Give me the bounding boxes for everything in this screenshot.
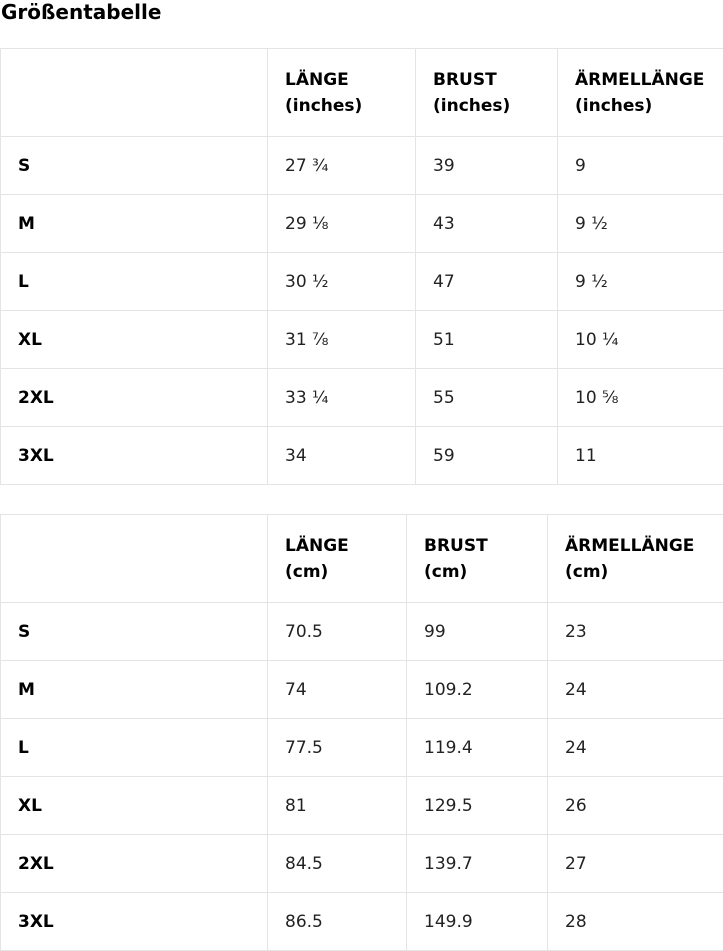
size-label: 3XL [1, 893, 268, 951]
table-row: L 30 ½ 47 9 ½ [1, 253, 723, 311]
size-value: 10 ¼ [558, 311, 723, 369]
column-header-laenge-cm: LÄNGE (cm) [268, 515, 407, 603]
table-row: 3XL 34 59 11 [1, 427, 723, 485]
size-label: XL [1, 777, 268, 835]
column-header-laenge-inches: LÄNGE (inches) [268, 49, 416, 137]
corner-cell [1, 49, 268, 137]
size-label: S [1, 603, 268, 661]
size-label: M [1, 661, 268, 719]
table-row: M 29 ⅛ 43 9 ½ [1, 195, 723, 253]
size-value: 10 ⅝ [558, 369, 723, 427]
size-value: 43 [416, 195, 558, 253]
column-header-unit: (inches) [285, 93, 403, 119]
size-value: 149.9 [407, 893, 548, 951]
table-row: M 74 109.2 24 [1, 661, 723, 719]
page-title: Größentabelle [1, 0, 723, 25]
size-value: 84.5 [268, 835, 407, 893]
column-header-unit: (inches) [575, 93, 723, 119]
size-value: 39 [416, 137, 558, 195]
table-row: S 27 ¾ 39 9 [1, 137, 723, 195]
size-table-inches: LÄNGE (inches) BRUST (inches) ÄRMELLÄNGE… [0, 48, 723, 485]
column-header-brust-cm: BRUST (cm) [407, 515, 548, 603]
size-value: 31 ⅞ [268, 311, 416, 369]
table-row: XL 31 ⅞ 51 10 ¼ [1, 311, 723, 369]
column-header-brust-inches: BRUST (inches) [416, 49, 558, 137]
size-label: 3XL [1, 427, 268, 485]
column-header-aermellaenge-inches: ÄRMELLÄNGE (inches) [558, 49, 723, 137]
column-header-label: ÄRMELLÄNGE [565, 533, 723, 559]
size-label: 2XL [1, 835, 268, 893]
size-label: S [1, 137, 268, 195]
size-value: 9 [558, 137, 723, 195]
size-value: 109.2 [407, 661, 548, 719]
table-row: 2XL 33 ¼ 55 10 ⅝ [1, 369, 723, 427]
column-header-label: LÄNGE [285, 533, 394, 559]
size-value: 119.4 [407, 719, 548, 777]
size-value: 34 [268, 427, 416, 485]
size-label: L [1, 253, 268, 311]
size-value: 47 [416, 253, 558, 311]
header-row: LÄNGE (cm) BRUST (cm) ÄRMELLÄNGE (cm) [1, 515, 723, 603]
size-value: 86.5 [268, 893, 407, 951]
size-value: 139.7 [407, 835, 548, 893]
size-value: 81 [268, 777, 407, 835]
size-value: 30 ½ [268, 253, 416, 311]
size-value: 77.5 [268, 719, 407, 777]
table-row: 2XL 84.5 139.7 27 [1, 835, 723, 893]
column-header-unit: (cm) [424, 559, 535, 585]
table-row: S 70.5 99 23 [1, 603, 723, 661]
size-value: 9 ½ [558, 195, 723, 253]
size-value: 23 [548, 603, 723, 661]
size-label: 2XL [1, 369, 268, 427]
corner-cell [1, 515, 268, 603]
size-value: 33 ¼ [268, 369, 416, 427]
column-header-unit: (inches) [433, 93, 545, 119]
table-row: 3XL 86.5 149.9 28 [1, 893, 723, 951]
column-header-label: ÄRMELLÄNGE [575, 67, 723, 93]
size-label: M [1, 195, 268, 253]
size-value: 24 [548, 719, 723, 777]
size-value: 51 [416, 311, 558, 369]
size-value: 28 [548, 893, 723, 951]
size-value: 27 ¾ [268, 137, 416, 195]
column-header-aermellaenge-cm: ÄRMELLÄNGE (cm) [548, 515, 723, 603]
table-row: L 77.5 119.4 24 [1, 719, 723, 777]
size-value: 24 [548, 661, 723, 719]
size-value: 26 [548, 777, 723, 835]
size-value: 29 ⅛ [268, 195, 416, 253]
table-row: XL 81 129.5 26 [1, 777, 723, 835]
size-label: L [1, 719, 268, 777]
column-header-label: BRUST [424, 533, 535, 559]
size-value: 27 [548, 835, 723, 893]
size-value: 9 ½ [558, 253, 723, 311]
column-header-label: LÄNGE [285, 67, 403, 93]
size-value: 11 [558, 427, 723, 485]
size-value: 59 [416, 427, 558, 485]
size-value: 74 [268, 661, 407, 719]
size-value: 99 [407, 603, 548, 661]
size-table-cm: LÄNGE (cm) BRUST (cm) ÄRMELLÄNGE (cm) S … [0, 514, 723, 951]
column-header-label: BRUST [433, 67, 545, 93]
column-header-unit: (cm) [285, 559, 394, 585]
size-value: 55 [416, 369, 558, 427]
size-value: 70.5 [268, 603, 407, 661]
size-value: 129.5 [407, 777, 548, 835]
header-row: LÄNGE (inches) BRUST (inches) ÄRMELLÄNGE… [1, 49, 723, 137]
size-label: XL [1, 311, 268, 369]
column-header-unit: (cm) [565, 559, 723, 585]
